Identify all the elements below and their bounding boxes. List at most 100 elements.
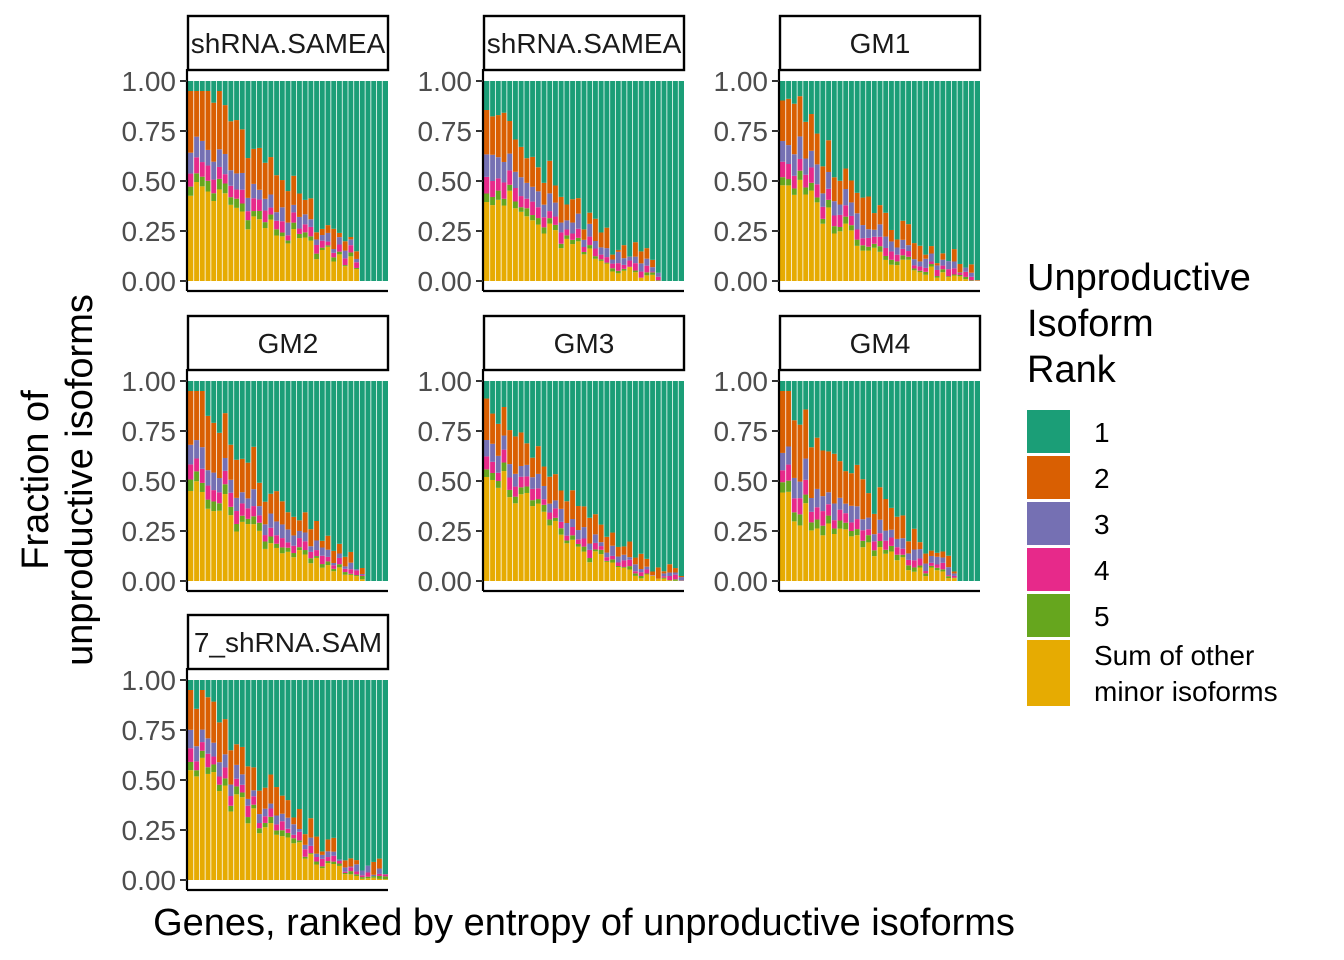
bar-segment-rank-3 bbox=[962, 267, 969, 272]
bar-segment-rank-other bbox=[268, 219, 274, 281]
bar-segment-rank-3 bbox=[501, 435, 507, 450]
bar-segment-rank-3 bbox=[905, 245, 912, 252]
bar-segment-rank-1 bbox=[506, 81, 513, 122]
bar-segment-rank-3 bbox=[188, 444, 194, 465]
bar-segment-rank-4 bbox=[489, 461, 496, 473]
bar-segment-rank-4 bbox=[951, 268, 958, 275]
bar-segment-rank-1 bbox=[319, 381, 326, 541]
bar-segment-rank-3 bbox=[506, 464, 513, 478]
y-tick-label: 0.75 bbox=[122, 416, 177, 447]
bar-segment-rank-1 bbox=[233, 381, 240, 460]
bar-segment-rank-2 bbox=[495, 423, 502, 456]
bar-segment-rank-1 bbox=[604, 81, 610, 228]
bar-segment-rank-4 bbox=[638, 271, 644, 278]
facet-panel: 0.00 0.25 0.50 0.75 1.00 GM4 bbox=[714, 314, 982, 597]
bar-segment-rank-2 bbox=[791, 420, 798, 478]
bar-segment-rank-3 bbox=[313, 540, 320, 551]
bar-segment-rank-2 bbox=[837, 180, 843, 205]
bar-segment-rank-2 bbox=[934, 263, 940, 266]
bar-segment-rank-other bbox=[199, 757, 206, 880]
bar-segment-rank-4 bbox=[820, 511, 826, 526]
bar-segment-rank-3 bbox=[934, 265, 940, 270]
bar-segment-rank-3 bbox=[216, 478, 223, 493]
bar-segment-rank-5 bbox=[348, 573, 354, 575]
bar-segment-rank-1 bbox=[621, 81, 627, 246]
bar-segment-rank-3 bbox=[569, 222, 576, 234]
bar-segment-rank-other bbox=[842, 529, 849, 581]
bar-segment-rank-1 bbox=[188, 680, 194, 690]
bar-segment-rank-4 bbox=[814, 507, 820, 520]
bar-segment-rank-other bbox=[188, 490, 194, 581]
bar-segment-rank-3 bbox=[785, 145, 792, 164]
bar-segment-rank-4 bbox=[524, 198, 530, 209]
bar-segment-rank-3 bbox=[546, 193, 553, 212]
bar-segment-rank-1 bbox=[644, 81, 650, 249]
bar-segment-rank-4 bbox=[290, 545, 297, 554]
bar-segment-rank-3 bbox=[529, 186, 536, 202]
bar-segment-rank-5 bbox=[831, 226, 838, 234]
bar-segment-rank-3 bbox=[928, 253, 935, 262]
bar-segment-rank-4 bbox=[330, 252, 337, 258]
bar-segment-rank-1 bbox=[968, 81, 975, 265]
y-tick-label: 1.00 bbox=[714, 66, 769, 97]
bar-segment-rank-4 bbox=[285, 828, 291, 833]
bar-segment-rank-1 bbox=[296, 81, 303, 194]
bar-segment-rank-5 bbox=[785, 179, 792, 186]
bar-segment-rank-other bbox=[353, 875, 360, 880]
bar-segment-rank-other bbox=[518, 211, 524, 281]
bar-segment-rank-4 bbox=[638, 572, 644, 576]
bar-segment-rank-4 bbox=[501, 449, 507, 463]
bar-segment-rank-5 bbox=[518, 487, 524, 495]
bar-segment-rank-5 bbox=[359, 575, 366, 580]
bar-segment-rank-3 bbox=[911, 259, 918, 266]
bar-segment-rank-1 bbox=[552, 381, 559, 475]
bar-segment-rank-4 bbox=[552, 508, 559, 518]
bar-segment-rank-2 bbox=[951, 571, 958, 574]
bar-segment-rank-4 bbox=[268, 808, 274, 817]
bar-segment-rank-4 bbox=[905, 251, 912, 257]
bar-segment-rank-3 bbox=[586, 543, 593, 550]
bar-segment-rank-1 bbox=[785, 381, 792, 391]
bar-segment-rank-other bbox=[524, 492, 530, 581]
bar-segment-rank-1 bbox=[581, 381, 587, 507]
bar-segment-rank-4 bbox=[546, 512, 553, 520]
facet-strip bbox=[778, 14, 982, 72]
bar-segment-rank-4 bbox=[489, 181, 496, 197]
bar-segment-rank-3 bbox=[233, 173, 240, 190]
bar-segment-rank-other bbox=[308, 563, 314, 581]
bar-segment-rank-other bbox=[802, 503, 809, 581]
bar-segment-rank-5 bbox=[279, 830, 286, 837]
bar-segment-rank-1 bbox=[814, 81, 820, 134]
bar-segment-rank-3 bbox=[353, 569, 360, 571]
legend-key-5 bbox=[1027, 594, 1070, 637]
bar-segment-rank-1 bbox=[661, 381, 667, 572]
y-tick-label: 0.25 bbox=[122, 516, 177, 547]
bar-segment-rank-other bbox=[308, 854, 314, 880]
bar-segment-rank-2 bbox=[854, 464, 860, 507]
bar-segment-rank-5 bbox=[319, 564, 326, 568]
bar-segment-rank-5 bbox=[905, 565, 912, 571]
bar-segment-rank-3 bbox=[359, 870, 366, 876]
bar-segment-rank-4 bbox=[193, 458, 200, 472]
bar-segment-rank-1 bbox=[285, 81, 291, 192]
bar-segment-rank-other bbox=[506, 190, 513, 281]
bar-segment-rank-1 bbox=[273, 381, 280, 492]
bar-segment-rank-other bbox=[552, 520, 559, 581]
bar-segment-rank-2 bbox=[285, 191, 291, 223]
bar-segment-rank-3 bbox=[489, 154, 496, 181]
y-tick-label: 0.75 bbox=[714, 416, 769, 447]
bar-segment-rank-3 bbox=[222, 153, 228, 175]
bar-segment-rank-2 bbox=[193, 708, 200, 747]
legend-title: Unproductive Isoform Rank bbox=[1027, 257, 1251, 391]
bar-segment-rank-5 bbox=[336, 564, 343, 568]
bar-segment-rank-1 bbox=[546, 381, 553, 477]
bar-segment-rank-5 bbox=[342, 872, 348, 875]
bar-segment-rank-2 bbox=[831, 177, 838, 202]
bar-segment-rank-1 bbox=[541, 381, 547, 467]
bar-segment-rank-1 bbox=[222, 381, 228, 414]
bar-segment-rank-3 bbox=[854, 213, 860, 230]
bar-segment-rank-5 bbox=[250, 211, 257, 217]
bar-segment-rank-5 bbox=[945, 276, 952, 278]
bar-segment-rank-3 bbox=[273, 815, 280, 825]
bar-segment-rank-1 bbox=[205, 381, 211, 416]
